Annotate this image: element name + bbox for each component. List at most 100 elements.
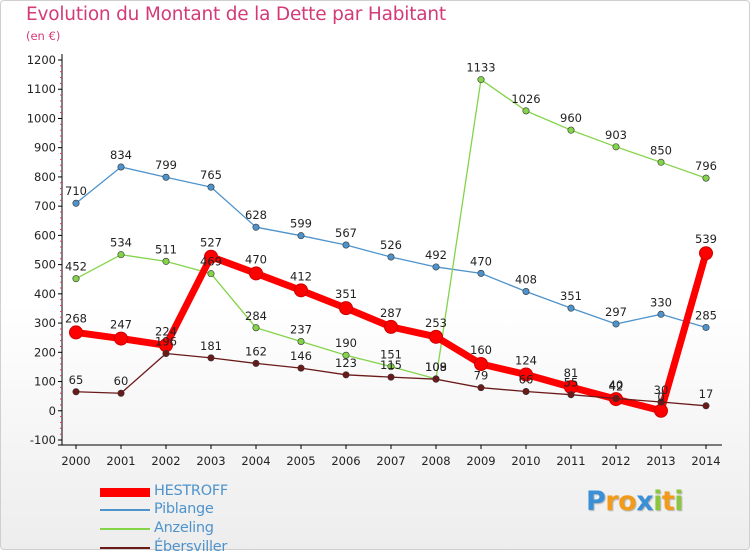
data-point [297,232,305,240]
data-label: 124 [515,354,537,368]
data-label: 492 [425,248,447,262]
legend-label: Anzeling [154,520,214,536]
data-label: 42 [609,379,624,393]
data-label: 539 [695,232,717,246]
data-point [567,126,575,134]
y-tick-label: 400 [34,287,56,301]
chart-title: Evolution du Montant de la Dette par Hab… [26,4,446,25]
logo-letter: P [586,486,606,517]
data-label: 351 [335,287,357,301]
data-label: 628 [245,208,267,222]
legend-label: HESTROFF [154,483,228,499]
data-label: 146 [290,349,312,363]
data-point [204,249,218,264]
data-point [207,270,215,278]
data-point [657,158,665,166]
x-tick-label: 2001 [106,454,135,468]
data-point [612,143,620,151]
data-label: 55 [564,376,579,390]
y-tick-label: 200 [34,345,56,359]
data-point [654,403,668,418]
y-tick-label: 600 [34,228,56,242]
data-label: 412 [290,269,312,283]
data-point [342,371,350,379]
x-tick-label: 2008 [421,454,450,468]
x-tick-label: 2007 [376,454,405,468]
data-point [117,251,125,259]
data-point [72,275,80,283]
unit-label: (en €) [26,29,61,43]
data-label: 81 [564,366,579,380]
data-label: 534 [110,236,132,250]
data-label: 123 [335,356,357,370]
data-label: 599 [290,217,312,231]
data-point [477,269,485,277]
y-tick-label: 100 [34,375,56,389]
data-label: 30 [654,383,669,397]
x-tick-label: 2003 [196,454,225,468]
data-point [612,394,620,402]
data-label: 60 [114,374,129,388]
data-label: 109 [425,360,447,374]
data-label: 160 [470,343,492,357]
data-point [72,388,80,396]
data-label: 452 [65,260,87,274]
data-point [657,398,665,406]
data-point [114,331,128,346]
data-point [387,363,395,371]
data-point [117,389,125,397]
data-label: 796 [695,159,717,173]
data-label: 330 [650,295,672,309]
data-point [567,391,575,399]
proxiti-logo: Proxiti [586,486,684,517]
y-tick-label: 300 [34,316,56,330]
data-point [702,174,710,182]
data-point [519,367,533,382]
data-label: 237 [290,322,312,336]
legend-label: Piblange [154,501,214,517]
x-tick-label: 2004 [241,454,270,468]
y-tick-label: 800 [34,170,56,184]
y-tick-label: 500 [34,258,56,272]
data-point [69,325,83,340]
data-label: 765 [200,168,222,182]
x-tick-label: 2014 [691,454,720,468]
data-label: 247 [110,318,132,332]
logo-letter: o [618,486,637,517]
data-point [162,257,170,265]
y-tick-label: 0 [49,404,56,418]
data-label: 1133 [466,61,495,75]
x-tick-label: 2010 [511,454,540,468]
y-tick-label: -100 [30,433,56,447]
data-label: 151 [380,348,402,362]
data-point [699,246,713,261]
data-label: 351 [560,289,582,303]
y-tick-label: 1200 [27,53,56,67]
legend-swatch [100,547,150,549]
data-label: 162 [245,344,267,358]
data-label: 526 [380,238,402,252]
data-point [429,329,443,344]
data-label: 181 [200,339,222,353]
data-label: 285 [695,308,717,322]
data-label: 511 [155,242,177,256]
data-point [342,241,350,249]
logo-letter: i [674,486,684,517]
data-point [339,301,353,316]
data-label: 903 [605,128,627,142]
data-label: 469 [200,255,222,269]
legend-label: Ébersviller [154,539,228,555]
data-label: 1026 [511,92,540,106]
data-point [477,76,485,84]
data-label: 65 [69,373,84,387]
data-label: 408 [515,273,537,287]
data-point [657,310,665,318]
data-point [297,364,305,372]
x-tick-label: 2012 [601,454,630,468]
data-point [207,183,215,191]
data-label: 115 [380,358,402,372]
data-point [567,304,575,312]
y-tick-label: 700 [34,199,56,213]
